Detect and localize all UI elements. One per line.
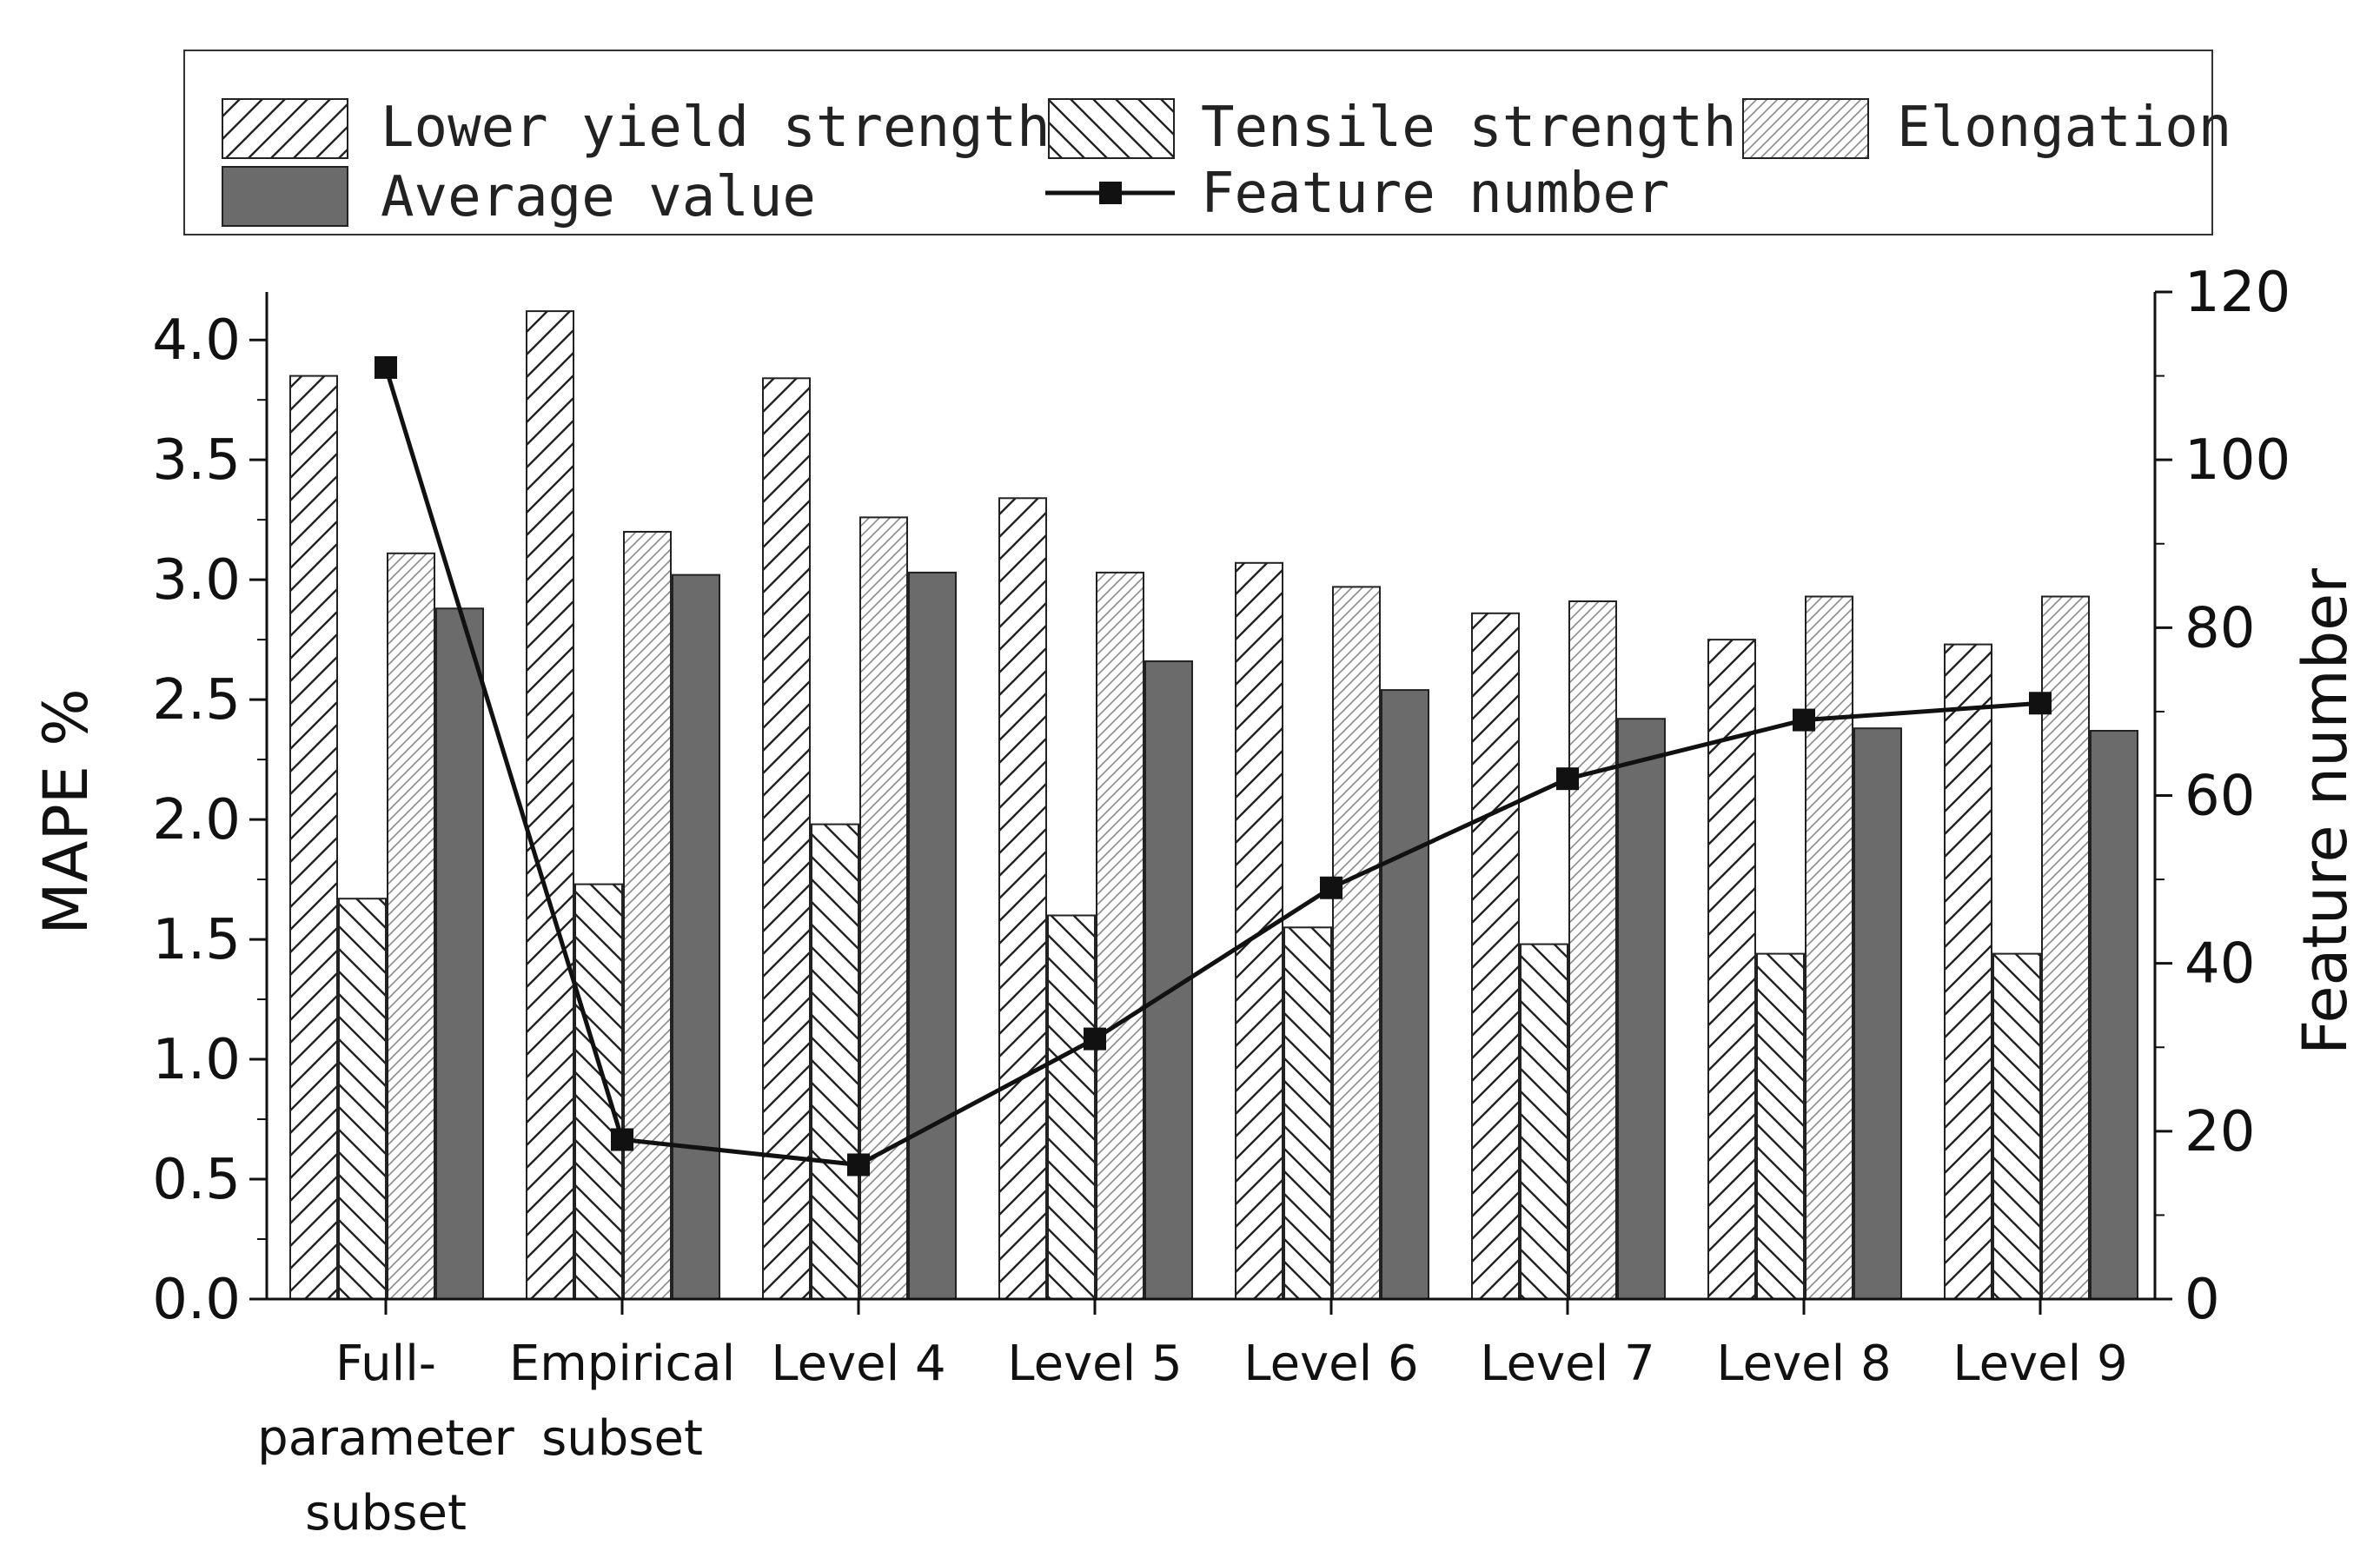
x-category-label: subset — [541, 1410, 703, 1467]
feature-number-marker-1 — [375, 355, 397, 379]
bar-elongation-6 — [1568, 600, 1617, 1300]
feature-number-marker-3 — [847, 1153, 870, 1177]
x-category-label: parameter — [257, 1410, 515, 1467]
bar-elongation-8 — [2041, 595, 2090, 1300]
y-tick-label: 4.0 — [152, 308, 241, 373]
bar-elongation-2 — [623, 531, 672, 1300]
bar-elongation-4 — [1096, 571, 1144, 1300]
x-category-label: Level 5 — [1007, 1336, 1182, 1392]
x-category-label: Level 7 — [1480, 1336, 1654, 1392]
bar-elongation-1 — [387, 552, 435, 1300]
y-tick-label: 0.5 — [152, 1148, 241, 1212]
y2-tick-label: 120 — [2184, 261, 2291, 325]
legend-swatch-elongation — [1742, 98, 1869, 159]
x-category-label: Level 6 — [1243, 1336, 1418, 1392]
feature-number-marker-4 — [1084, 1027, 1106, 1051]
bar-lower-yield-strength-8 — [1944, 643, 1992, 1300]
y-tick-label: 0.0 — [152, 1268, 241, 1332]
legend-label-feature-number: Feature number — [1201, 162, 1669, 226]
legend-swatch-lower-yield-strength — [222, 98, 348, 159]
bar-lower-yield-strength-2 — [526, 310, 574, 1301]
bar-tensile-strength-7 — [1756, 952, 1805, 1300]
bar-average-value-1 — [435, 607, 484, 1300]
bar-elongation-3 — [859, 516, 908, 1300]
legend-swatch-tensile-strength — [1048, 98, 1175, 159]
y-axis-title: MAPE % — [30, 688, 102, 935]
axes-group: 0.0 0.5 1.0 1.5 2.0 2.5 3.0 3.5 4.0 0 20 40 60 80 100 1… — [152, 261, 2291, 1541]
bar-average-value-2 — [672, 573, 720, 1300]
bar-tensile-strength-4 — [1047, 914, 1096, 1300]
bars-group — [289, 310, 2138, 1301]
bar-tensile-strength-3 — [811, 823, 859, 1300]
legend-swatch-average-value — [222, 166, 348, 227]
y2-tick-label: 100 — [2184, 428, 2291, 493]
y2-axis-title: Feature number — [2290, 568, 2361, 1055]
bar-tensile-strength-6 — [1520, 943, 1568, 1300]
feature-number-line-group — [375, 355, 2052, 1177]
legend: Lower yield strength Tensile strength Elon… — [183, 50, 2231, 235]
legend-label-lower-yield-strength: Lower yield strength — [381, 96, 1051, 160]
bar-average-value-8 — [2090, 730, 2138, 1300]
y2-tick-label: 40 — [2184, 932, 2255, 997]
y-tick-label: 2.5 — [152, 668, 241, 733]
x-category-label: Level 8 — [1716, 1336, 1891, 1392]
x-category-label: Empirical — [509, 1336, 735, 1392]
legend-swatch-feature-number-marker — [1099, 182, 1122, 204]
legend-frame — [183, 50, 2213, 235]
y2-tick-label: 60 — [2184, 765, 2255, 829]
bar-lower-yield-strength-6 — [1471, 612, 1520, 1300]
bar-lower-yield-strength-5 — [1235, 561, 1283, 1300]
y-tick-label: 1.5 — [152, 908, 241, 972]
x-category-label: subset — [305, 1485, 467, 1541]
y2-tick-label: 0 — [2184, 1268, 2220, 1332]
feature-number-marker-2 — [611, 1128, 633, 1151]
y2-tick-label: 20 — [2184, 1100, 2255, 1164]
legend-label-average-value: Average value — [381, 165, 816, 229]
bar-average-value-3 — [908, 571, 957, 1300]
bar-lower-yield-strength-3 — [762, 377, 811, 1300]
feature-number-marker-7 — [1793, 708, 1815, 732]
bar-tensile-strength-8 — [1992, 952, 2041, 1300]
feature-number-line — [383, 367, 2041, 1168]
bar-tensile-strength-5 — [1283, 926, 1332, 1301]
bar-elongation-5 — [1332, 586, 1381, 1300]
bar-elongation-7 — [1805, 595, 1853, 1300]
y2-tick-label: 80 — [2184, 596, 2255, 660]
x-category-label: Level 9 — [1952, 1336, 2127, 1392]
feature-number-marker-5 — [1320, 876, 1342, 899]
bar-average-value-5 — [1381, 689, 1429, 1300]
bar-tensile-strength-2 — [574, 883, 623, 1300]
y-tick-label: 1.0 — [152, 1028, 241, 1092]
legend-label-tensile-strength: Tensile strength — [1201, 96, 1737, 160]
bar-tensile-strength-1 — [338, 898, 387, 1300]
bar-average-value-7 — [1853, 727, 1902, 1300]
y-tick-label: 2.0 — [152, 788, 241, 852]
y-tick-label: 3.5 — [152, 428, 241, 493]
legend-label-elongation: Elongation — [1897, 96, 2231, 160]
feature-number-marker-6 — [1556, 767, 1579, 791]
x-category-label: Full- — [335, 1336, 436, 1392]
y-tick-label: 3.0 — [152, 548, 241, 613]
bar-average-value-6 — [1617, 718, 1666, 1300]
x-category-label: Level 4 — [771, 1336, 945, 1392]
bar-lower-yield-strength-1 — [289, 375, 338, 1301]
bar-lower-yield-strength-4 — [998, 497, 1047, 1300]
feature-number-marker-8 — [2029, 692, 2052, 715]
